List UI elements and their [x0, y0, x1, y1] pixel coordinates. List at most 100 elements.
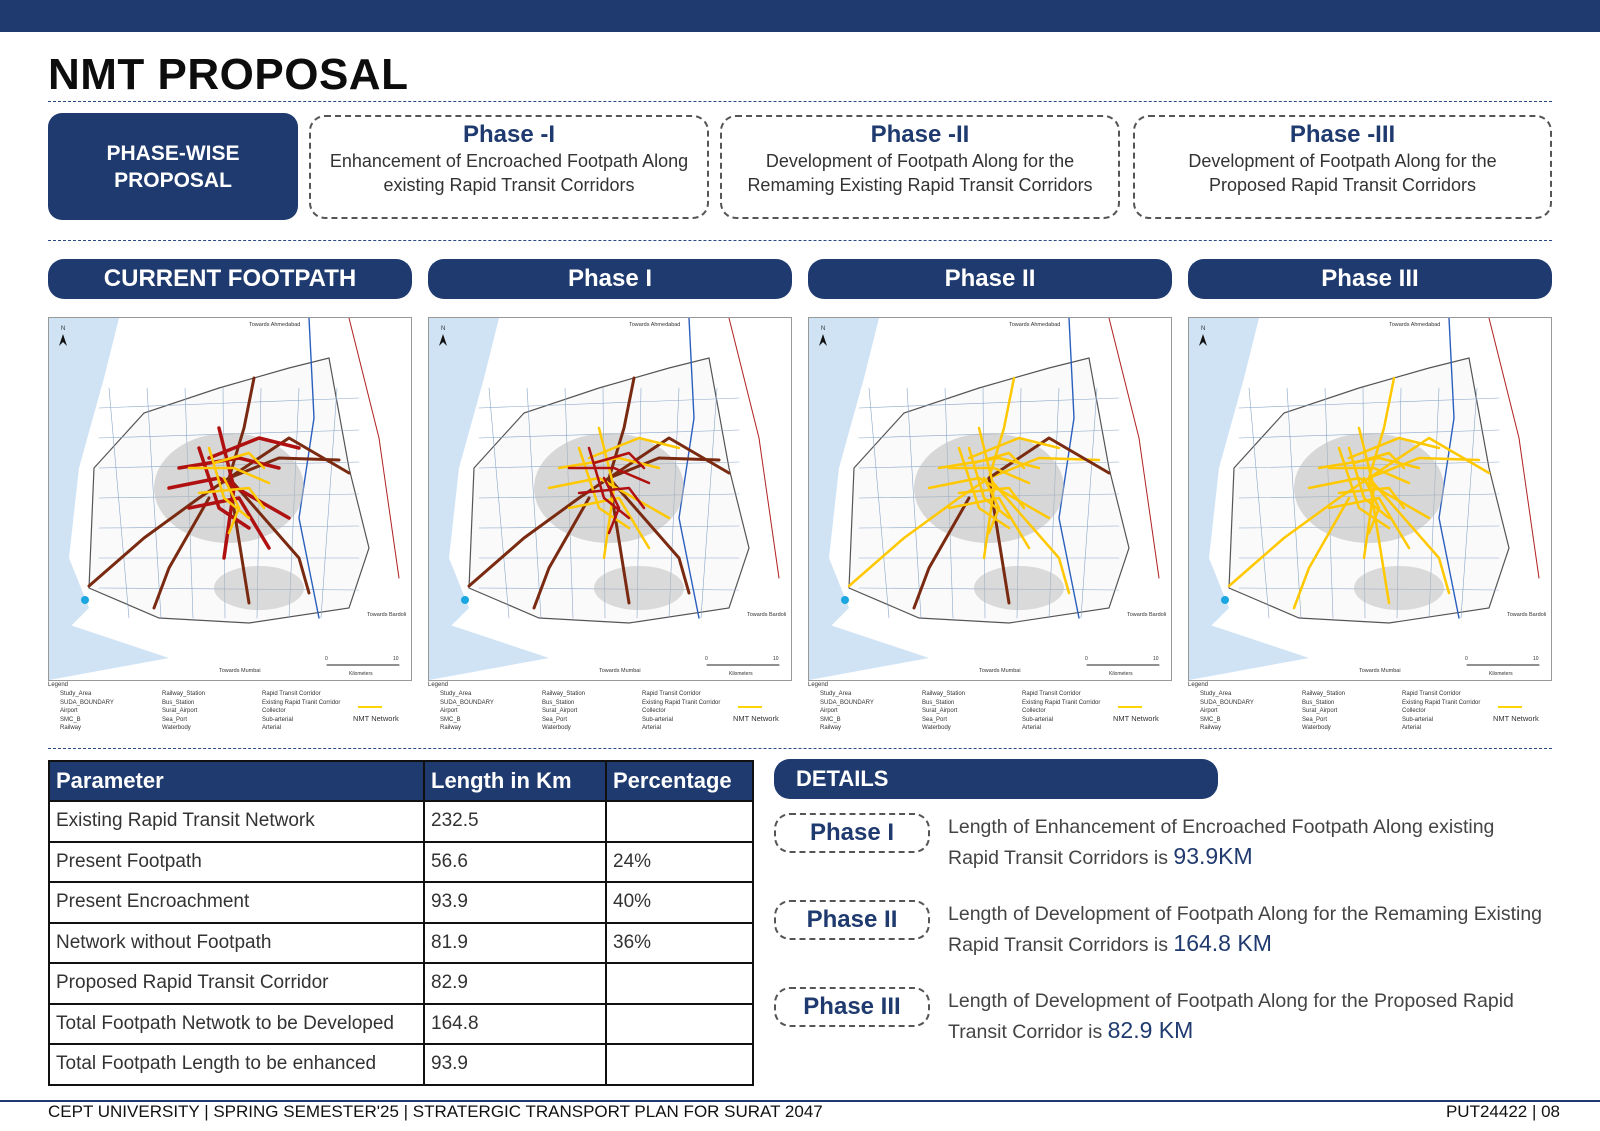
legend-item: Collector: [1022, 708, 1046, 714]
legend-item: Surat_Airport: [922, 708, 958, 714]
label-towards-bardoli: Towards Bardoli: [747, 612, 786, 618]
footer-page-number: PUT24422 | 08: [1445, 1102, 1560, 1121]
legend-item: Sub-arterial: [1402, 716, 1434, 723]
legend-item: Sub-arterial: [642, 716, 674, 723]
legend-item: Waterbody: [922, 725, 951, 731]
scale-ten: 10: [1153, 656, 1159, 662]
table-cell-percentage: 36%: [605, 921, 754, 964]
legend-item: Railway_Station: [1302, 691, 1346, 697]
legend-item: Sea_Port: [922, 716, 948, 723]
scale-ten: 10: [1533, 656, 1539, 662]
table-row: Proposed Rapid Transit Corridor 82.9: [48, 962, 754, 1005]
phase-3-desc-line1: Development of Footpath Along for the: [1188, 151, 1497, 171]
table-cell-percentage: [605, 1043, 754, 1086]
map-legend: Legend Study_Area SUDA_BOUNDARY Airport SMC_…: [48, 682, 412, 733]
legend-title: Legend: [808, 682, 829, 688]
map-legend: Legend Study_Area SUDA_BOUNDARY Airport SMC_…: [808, 682, 1172, 733]
legend-item: Existing Rapid Tranit Corridor: [262, 699, 341, 706]
north-arrow-icon: [819, 334, 827, 346]
divider-line: [48, 240, 1552, 241]
legend-item: SMC_B: [440, 716, 461, 723]
table-cell-length: 56.6: [423, 840, 607, 883]
table-header-percentage: Percentage: [605, 760, 754, 802]
legend-item: Collector: [1402, 708, 1426, 714]
phase-1-box: Phase -I Enhancement of Encroached Footp…: [309, 115, 709, 219]
legend-item: Sub-arterial: [262, 716, 294, 723]
details-phase-1-text: Length of Enhancement of Encroached Foot…: [948, 813, 1558, 873]
legend-item: SMC_B: [820, 716, 841, 723]
phasewise-label-line2: PROPOSAL: [114, 168, 232, 192]
legend-item: Arterial: [1022, 725, 1042, 731]
table-cell-length: 81.9: [423, 921, 607, 964]
details-phase-3-text: Length of Development of Footpath Along …: [948, 987, 1558, 1047]
table-cell-length: 164.8: [423, 1002, 607, 1045]
label-towards-bardoli: Towards Bardoli: [367, 612, 406, 618]
legend-item: Study_Area: [1200, 691, 1232, 697]
legend-item: Airport: [60, 708, 78, 714]
details-phase-1-value: 93.9KM: [1173, 843, 1253, 869]
legend-column: Railway_Station Bus_Station Surat_Airport S…: [922, 690, 965, 733]
nmt-legend-swatch: [358, 706, 382, 708]
scale-kilometers: Kilometers: [729, 671, 753, 677]
legend-item: Rapid Transit Corridor: [1022, 691, 1081, 697]
footer-divider: [0, 1100, 1600, 1102]
divider-line: [48, 748, 1552, 749]
legend-item: Surat_Airport: [1302, 708, 1338, 714]
table-header-row: Parameter Length in Km Percentage: [48, 760, 754, 802]
map-phase-3: N Towards Ahmedabad Towards Bardoli Towards…: [1188, 317, 1552, 681]
north-label: N: [1201, 326, 1205, 332]
label-towards-mumbai: Towards Mumbai: [599, 668, 641, 674]
phase-3-box: Phase -III Development of Footpath Along…: [1133, 115, 1552, 219]
legend-item: Existing Rapid Tranit Corridor: [1022, 699, 1101, 706]
legend-item: Railway_Station: [922, 691, 966, 697]
legend-item: Rapid Transit Corridor: [1402, 691, 1461, 697]
legend-column: Railway_Station Bus_Station Surat_Airport S…: [162, 690, 205, 733]
map-legend: Legend Study_Area SUDA_BOUNDARY Airport SMC_…: [1188, 682, 1552, 731]
top-bar: [0, 0, 1600, 32]
nmt-legend-swatch: [1118, 706, 1142, 708]
label-towards-mumbai: Towards Mumbai: [979, 668, 1021, 674]
phase-2-desc-line1: Development of Footpath Along for the: [765, 151, 1075, 171]
label-towards-ahmedabad: Towards Ahmedabad: [1389, 322, 1440, 328]
legend-item: Sub-arterial: [1022, 716, 1054, 723]
details-phase-3-tag: Phase III: [774, 987, 930, 1027]
label-towards-ahmedabad: Towards Ahmedabad: [249, 322, 300, 328]
table-cell-percentage: [605, 1002, 754, 1045]
details-phase-3-line2: Transit Corridor is: [948, 1021, 1108, 1043]
table-cell-parameter: Network without Footpath: [48, 921, 425, 964]
details-phase-2-tag: Phase II: [774, 900, 930, 940]
map-phase-1: N Towards Ahmedabad Towards Bardoli Towards…: [428, 317, 792, 681]
nmt-legend-label: NMT Network: [353, 714, 399, 723]
label-towards-mumbai: Towards Mumbai: [1359, 668, 1401, 674]
legend-item: Arterial: [642, 725, 662, 731]
details-phase-3-value: 82.9 KM: [1107, 1017, 1194, 1043]
legend-item: Railway: [60, 725, 82, 731]
phase-2-desc-line2: Remaming Existing Rapid Transit Corridor…: [747, 175, 1093, 195]
table-cell-parameter: Total Footpath Netwotk to be Developed: [48, 1002, 425, 1045]
north-arrow-icon: [439, 334, 447, 346]
map-header-phase-1: Phase I: [428, 259, 792, 299]
legend-item: Surat_Airport: [162, 708, 198, 714]
scale-ten: 10: [773, 656, 779, 662]
north-label: N: [821, 326, 825, 332]
details-phase-1-line1: Length of Enhancement of Encroached Foot…: [948, 816, 1495, 838]
table-cell-percentage: [605, 962, 754, 1005]
legend-item: Railway: [440, 725, 462, 731]
legend-column: Rapid Transit Corridor Existing Rapid Tra…: [1022, 690, 1100, 733]
legend-item: Bus_Station: [1302, 699, 1335, 706]
details-phase-2-text: Length of Development of Footpath Along …: [948, 900, 1558, 960]
legend-column: Rapid Transit Corridor Existing Rapid Tra…: [262, 690, 340, 733]
legend-column: Study_Area SUDA_BOUNDARY Airport SMC_B Railw…: [440, 690, 494, 733]
legend-item: Collector: [642, 708, 666, 714]
nmt-legend-swatch: [1498, 706, 1522, 708]
label-towards-mumbai: Towards Mumbai: [219, 668, 261, 674]
table-cell-parameter: Present Footpath: [48, 840, 425, 883]
legend-item: Waterbody: [1302, 725, 1331, 731]
table-cell-length: 82.9: [423, 962, 607, 1005]
table-row: Existing Rapid Transit Network 232.5: [48, 800, 754, 843]
phase-2-box: Phase -II Development of Footpath Along …: [720, 115, 1120, 219]
legend-title: Legend: [1188, 682, 1209, 688]
scale-zero: 0: [325, 656, 328, 662]
north-label: N: [61, 326, 65, 332]
table-row: Present Footpath 56.6 24%: [48, 840, 754, 883]
